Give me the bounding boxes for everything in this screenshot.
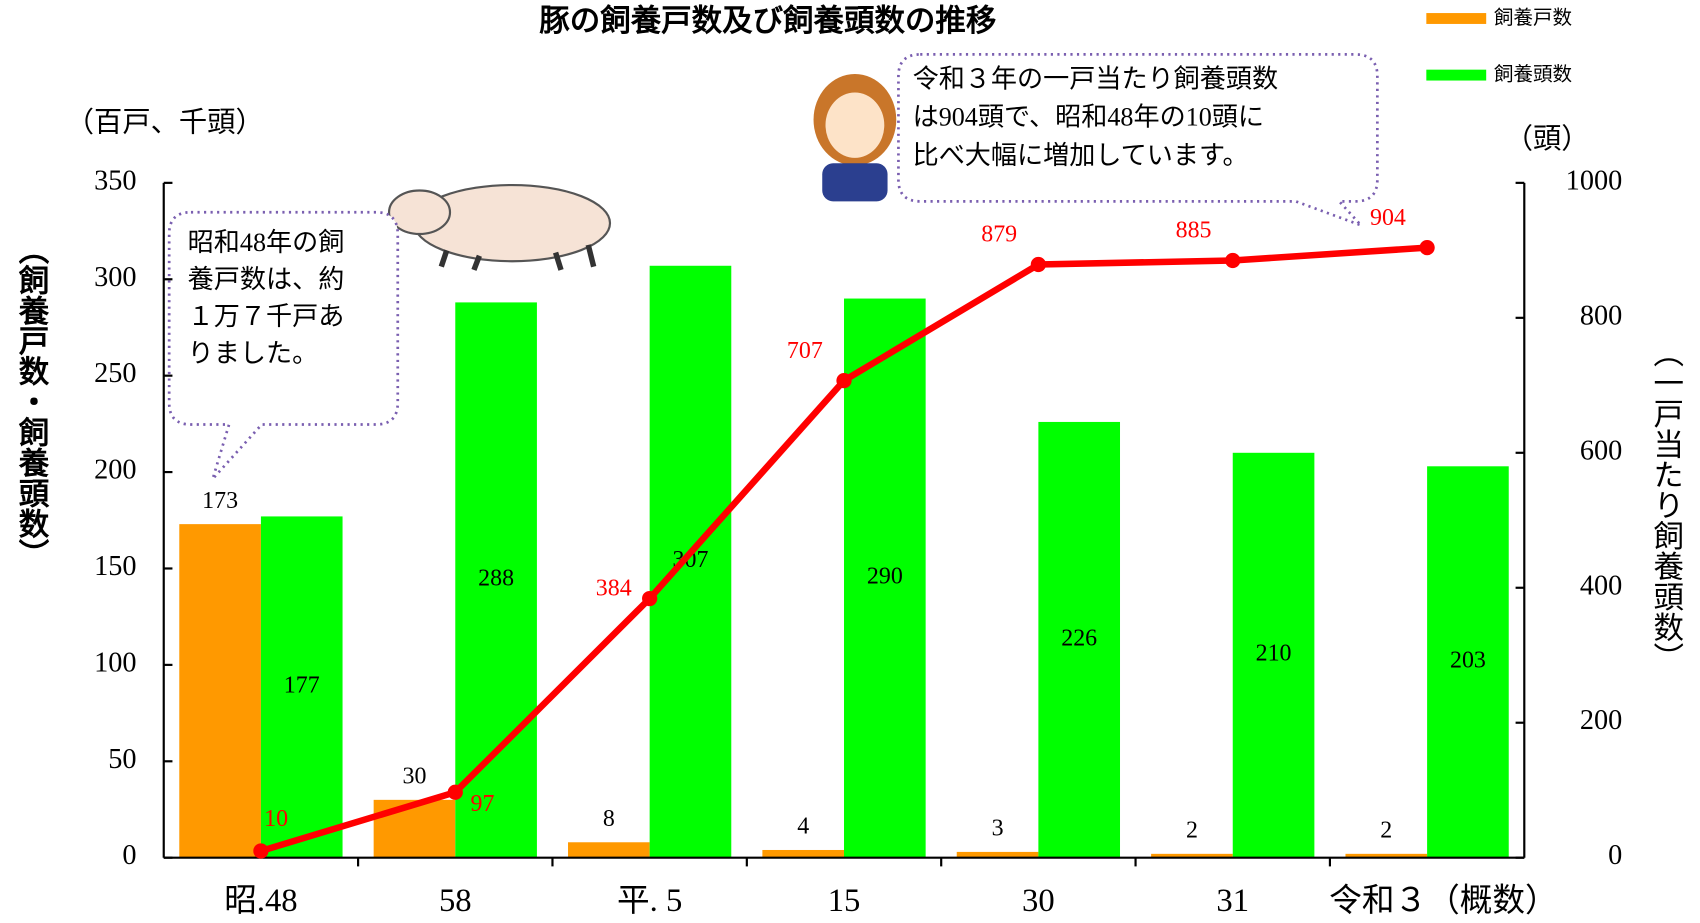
value-label: 30 (402, 764, 426, 790)
x-tick-label: 昭.48 (224, 883, 297, 919)
y-tick-label: 200 (94, 455, 136, 486)
callout-text: は904頭で、昭和48年の10頭に (913, 103, 1264, 132)
line-point (1225, 253, 1240, 268)
value-label: 707 (787, 338, 823, 364)
y-tick-label: 150 (94, 551, 136, 582)
y-unit: （百戸、千頭） (66, 107, 264, 139)
value-label: 288 (478, 566, 514, 592)
line-point (642, 591, 657, 606)
line-point (448, 785, 463, 800)
y2-tick-label: 600 (1580, 435, 1622, 466)
value-label: 177 (284, 673, 320, 699)
value-label: 885 (1176, 218, 1212, 244)
line-point (1419, 240, 1434, 255)
value-label: 4 (797, 814, 809, 840)
value-label: 2 (1380, 818, 1392, 844)
y2-tick-label: 1000 (1566, 165, 1623, 196)
value-label: 173 (202, 488, 238, 514)
y2-tick-label: 400 (1580, 570, 1622, 601)
value-label: 226 (1061, 625, 1097, 651)
y2-tick-label: 200 (1580, 705, 1622, 736)
legend-label: 飼養頭数 (1494, 64, 1573, 86)
value-label: 290 (867, 564, 903, 590)
line-point (836, 373, 851, 388)
x-tick-label: 58 (439, 883, 472, 919)
x-tick-label: 平. 5 (617, 883, 682, 919)
value-label: 879 (981, 222, 1017, 248)
value-label: 10 (264, 806, 288, 832)
pig-illustration (389, 185, 610, 270)
value-label: 210 (1256, 641, 1292, 667)
callout-text: 昭和48年の飼 (188, 228, 345, 257)
y-axis-title: （飼養戸数・飼養頭数） (14, 234, 50, 569)
x-tick-label: 31 (1216, 883, 1249, 919)
bar (762, 850, 844, 858)
value-label: 3 (992, 816, 1004, 842)
legend-swatch (1426, 13, 1486, 24)
legend-label: 飼養戸数 (1494, 7, 1573, 29)
y2-unit: （頭） (1505, 123, 1590, 155)
y2-axis-title: （一戸当たり飼養頭数） (1649, 337, 1684, 672)
callout-text: りました。 (188, 339, 319, 368)
legend-swatch (1426, 70, 1486, 81)
value-label: 2 (1186, 818, 1198, 844)
x-tick-label: 30 (1022, 883, 1055, 919)
y2-tick-label: 800 (1580, 300, 1622, 331)
callout-text: 比べ大幅に増加しています。 (913, 141, 1249, 170)
value-label: 97 (471, 791, 495, 817)
y2-tick-label: 0 (1608, 840, 1622, 871)
chart-title: 豚の飼養戸数及び飼養頭数の推移 (539, 3, 996, 38)
bar (179, 524, 261, 858)
bar (568, 842, 650, 857)
girl-illustration (814, 74, 897, 201)
y-tick-label: 300 (94, 262, 136, 293)
x-tick-label: 15 (828, 883, 861, 919)
callout-text: 令和３年の一戸当たり飼養頭数 (913, 65, 1279, 94)
value-label: 384 (596, 575, 632, 601)
value-label: 904 (1370, 205, 1406, 231)
line-point (253, 843, 268, 858)
y-tick-label: 0 (122, 840, 136, 871)
line-point (1031, 257, 1046, 272)
y-tick-label: 350 (94, 165, 136, 196)
chart: 豚の飼養戸数及び飼養頭数の推移 （百戸、千頭） （頭） （飼養戸数・飼養頭数） … (0, 0, 1700, 923)
y-tick-label: 100 (94, 647, 136, 678)
callout-text: 養戸数は、約 (188, 265, 345, 294)
value-label: 203 (1450, 647, 1486, 673)
y-tick-label: 250 (94, 358, 136, 389)
x-tick-label: 令和３（概数） (1329, 882, 1558, 919)
y-tick-label: 50 (108, 744, 136, 775)
value-label: 8 (603, 806, 615, 832)
callout-text: １万７千戸あ (188, 302, 345, 331)
bar (374, 800, 456, 858)
